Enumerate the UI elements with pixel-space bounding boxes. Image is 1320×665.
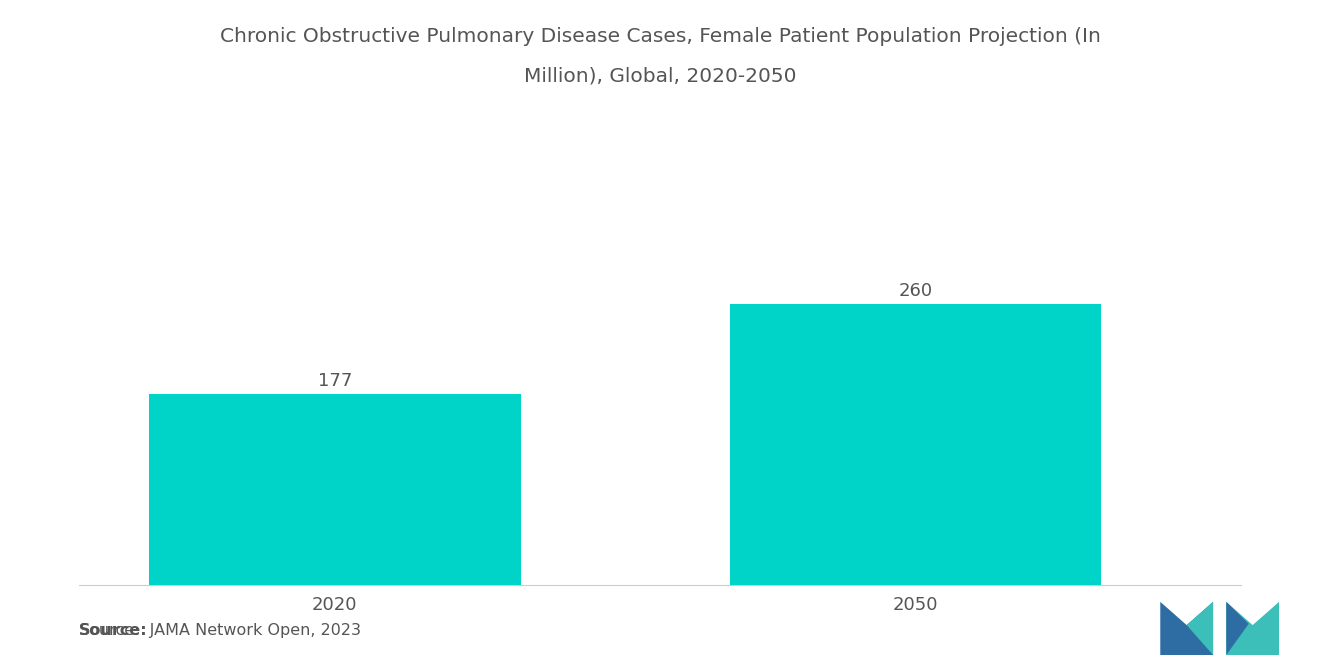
Text: 177: 177 bbox=[318, 372, 352, 390]
Polygon shape bbox=[1226, 602, 1279, 655]
Bar bbox=[730, 304, 1101, 585]
Polygon shape bbox=[1226, 602, 1249, 655]
Polygon shape bbox=[1160, 602, 1213, 655]
Text: Million), Global, 2020-2050: Million), Global, 2020-2050 bbox=[524, 66, 796, 86]
Polygon shape bbox=[1187, 602, 1213, 655]
Text: 260: 260 bbox=[899, 282, 933, 300]
Text: Source:  JAMA Network Open, 2023: Source: JAMA Network Open, 2023 bbox=[79, 623, 362, 638]
Bar bbox=[149, 394, 520, 585]
Text: Chronic Obstructive Pulmonary Disease Cases, Female Patient Population Projectio: Chronic Obstructive Pulmonary Disease Ca… bbox=[219, 27, 1101, 46]
Text: Source:: Source: bbox=[79, 623, 148, 638]
